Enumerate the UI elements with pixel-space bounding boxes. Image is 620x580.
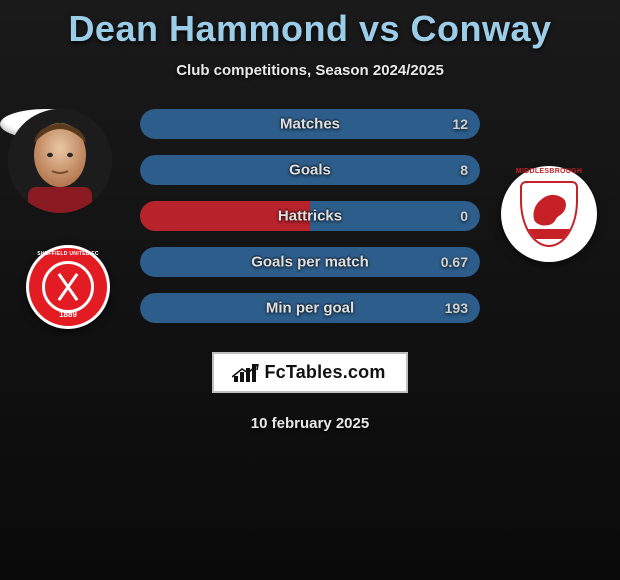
stat-right-value: 8 <box>460 162 468 178</box>
stat-right-value: 12 <box>452 116 468 132</box>
stat-label: Matches <box>280 116 340 133</box>
club-right-name: MIDDLESBROUGH <box>501 168 597 175</box>
stat-row: Goals per match 0.67 <box>140 247 480 277</box>
header: Dean Hammond vs Conway Club competitions… <box>0 0 620 79</box>
player-left-photo <box>8 109 112 213</box>
stat-row: Matches 12 <box>140 109 480 139</box>
stat-right-value: 193 <box>445 300 468 316</box>
page-title: Dean Hammond vs Conway <box>0 8 620 50</box>
footer: FcTables.com 10 february 2025 <box>0 352 620 432</box>
club-left-name: SHEFFIELD UNITED FC <box>29 251 107 257</box>
stat-label: Hattricks <box>278 208 342 225</box>
comparison-panel: SHEFFIELD UNITED FC 1889 MIDDLESBROUGH M… <box>0 109 620 139</box>
stat-row: Min per goal 193 <box>140 293 480 323</box>
lion-icon <box>528 189 570 229</box>
stat-right-value: 0 <box>460 208 468 224</box>
stat-right-value: 0.67 <box>441 254 468 270</box>
brand-badge: FcTables.com <box>212 352 407 393</box>
page-subtitle: Club competitions, Season 2024/2025 <box>0 62 620 79</box>
stat-label: Min per goal <box>266 300 354 317</box>
brand-text: FcTables.com <box>264 362 385 383</box>
club-right-crest: MIDDLESBROUGH <box>498 163 600 265</box>
bar-chart-icon <box>234 364 256 382</box>
club-left-year: 1889 <box>29 310 107 319</box>
avatar-placeholder-icon <box>8 109 112 213</box>
stat-row: Goals 8 <box>140 155 480 185</box>
snapshot-date: 10 february 2025 <box>0 415 620 432</box>
club-left-crest: SHEFFIELD UNITED FC 1889 <box>24 243 112 331</box>
stat-row: Hattricks 0 <box>140 201 480 231</box>
stat-label: Goals <box>289 162 331 179</box>
stat-label: Goals per match <box>251 254 369 271</box>
stat-bars: Matches 12 Goals 8 Hattricks 0 Goals per match… <box>140 109 480 339</box>
